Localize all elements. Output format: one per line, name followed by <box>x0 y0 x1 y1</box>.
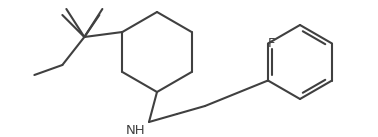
Text: NH: NH <box>125 124 145 137</box>
Text: F: F <box>268 37 276 50</box>
